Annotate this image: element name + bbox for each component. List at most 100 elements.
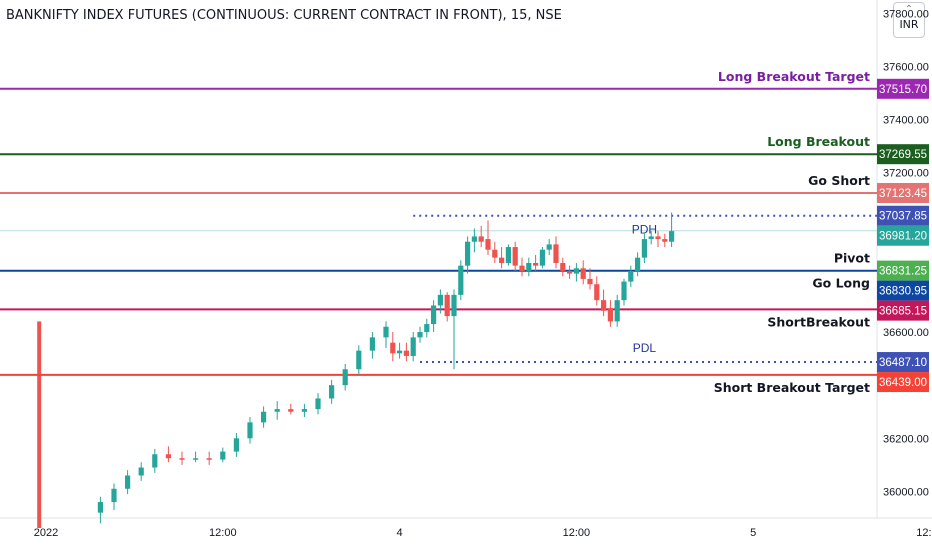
currency-label: INR: [899, 18, 919, 31]
price-tag: [877, 144, 929, 165]
price-tag-label: 37037.85: [879, 211, 927, 223]
candle-body: [451, 294, 457, 317]
y-tick-label: 36200.00: [883, 433, 929, 445]
level-label: Go Short: [808, 173, 870, 188]
candle-body: [485, 239, 491, 250]
y-tick-label: 37200.00: [883, 168, 929, 180]
candle-body: [403, 350, 409, 356]
candle-body: [553, 244, 559, 263]
candle-body: [342, 369, 348, 386]
chart-title: BANKNIFTY INDEX FUTURES (CONTINUOUS: CUR…: [6, 8, 562, 23]
x-tick-label: 12:00: [563, 527, 591, 539]
vertical-marker-line: [37, 321, 42, 528]
candle-body: [111, 488, 117, 503]
level-label-pdh: PDH: [632, 223, 657, 237]
level-label-pdl: PDL: [633, 341, 657, 355]
candle-body: [519, 265, 525, 271]
candle-body: [499, 257, 505, 263]
price-tag-label: 36685.15: [879, 306, 927, 318]
price-tag: [877, 183, 929, 204]
level-label: Long Breakout: [767, 134, 870, 149]
y-tick-label: 36000.00: [883, 486, 929, 498]
candle-body: [97, 502, 103, 513]
candle-body: [288, 409, 294, 412]
candle-body: [390, 342, 396, 354]
candle-body: [152, 454, 158, 468]
candle-body: [206, 458, 212, 460]
candle-body: [512, 247, 518, 266]
candle-body: [573, 268, 579, 274]
candle-body: [274, 409, 280, 412]
candle-body: [165, 454, 171, 459]
candle-body: [471, 236, 477, 242]
price-tag: [877, 260, 929, 281]
candle-body: [580, 268, 586, 279]
price-tag-label: 37515.70: [879, 84, 927, 96]
candle-body: [329, 385, 335, 399]
y-tick-label: 37400.00: [883, 115, 929, 127]
candle-body: [383, 326, 389, 338]
candle-body: [261, 411, 267, 423]
candle-body: [315, 398, 321, 410]
x-tick-label: 12:00: [209, 527, 237, 539]
price-tag-label: 37269.55: [879, 149, 927, 161]
candle-body: [356, 350, 362, 370]
candle-body: [301, 409, 307, 412]
candle-body: [465, 241, 471, 266]
candle-body: [179, 458, 185, 460]
candle-body: [417, 332, 423, 338]
candle-body: [193, 458, 199, 460]
candle-body: [621, 281, 627, 301]
price-tag-label: 36439.00: [879, 377, 927, 389]
candle-body: [369, 337, 375, 351]
candle-body: [546, 244, 552, 250]
candle-body: [628, 270, 634, 282]
candle-body: [233, 438, 239, 452]
candle-body: [526, 262, 532, 271]
candle-body: [567, 270, 573, 274]
level-label: Go Long: [812, 276, 870, 291]
candle-body: [560, 262, 566, 271]
price-tag: [877, 352, 929, 373]
x-tick-label: 4: [397, 527, 403, 539]
price-tag: [877, 78, 929, 99]
candle-body: [594, 284, 600, 301]
level-label: ShortBreakout: [767, 314, 870, 329]
candle-body: [444, 294, 450, 317]
candle-body: [601, 300, 607, 311]
candle-body: [458, 265, 464, 295]
currency-menu-button[interactable]: ⌃ INR: [893, 2, 925, 38]
candle-body: [669, 231, 675, 242]
candle-body: [437, 294, 443, 306]
price-tag: [877, 205, 929, 226]
candle-body: [478, 236, 484, 242]
candle-body: [492, 249, 498, 258]
candle-body: [539, 249, 545, 266]
candle-body: [125, 475, 131, 489]
candle-body: [247, 422, 253, 439]
candle-body: [587, 278, 593, 285]
candle-body: [505, 247, 511, 263]
candle-body: [614, 300, 620, 322]
price-tag: [877, 372, 929, 393]
price-tag: [877, 280, 929, 301]
price-tag: [877, 225, 929, 246]
price-tag-label: 36487.10: [879, 357, 927, 369]
candle-body: [424, 324, 430, 333]
price-tag: [877, 300, 929, 321]
y-tick-label: 37600.00: [883, 61, 929, 73]
candle-body: [655, 236, 661, 240]
candle-body: [431, 305, 437, 325]
price-tag-label: 37123.45: [879, 188, 927, 200]
candle-body: [410, 337, 416, 356]
candle-body: [138, 467, 144, 476]
level-label: Pivot: [834, 251, 870, 266]
y-tick-label: 37800.00: [883, 8, 929, 20]
x-tick-label: 12:00: [916, 527, 932, 539]
candle-body: [220, 451, 226, 460]
x-tick-label: 5: [750, 527, 756, 539]
candle-body: [662, 239, 668, 242]
candle-body: [648, 236, 654, 240]
x-tick-label: 2022: [34, 527, 58, 539]
